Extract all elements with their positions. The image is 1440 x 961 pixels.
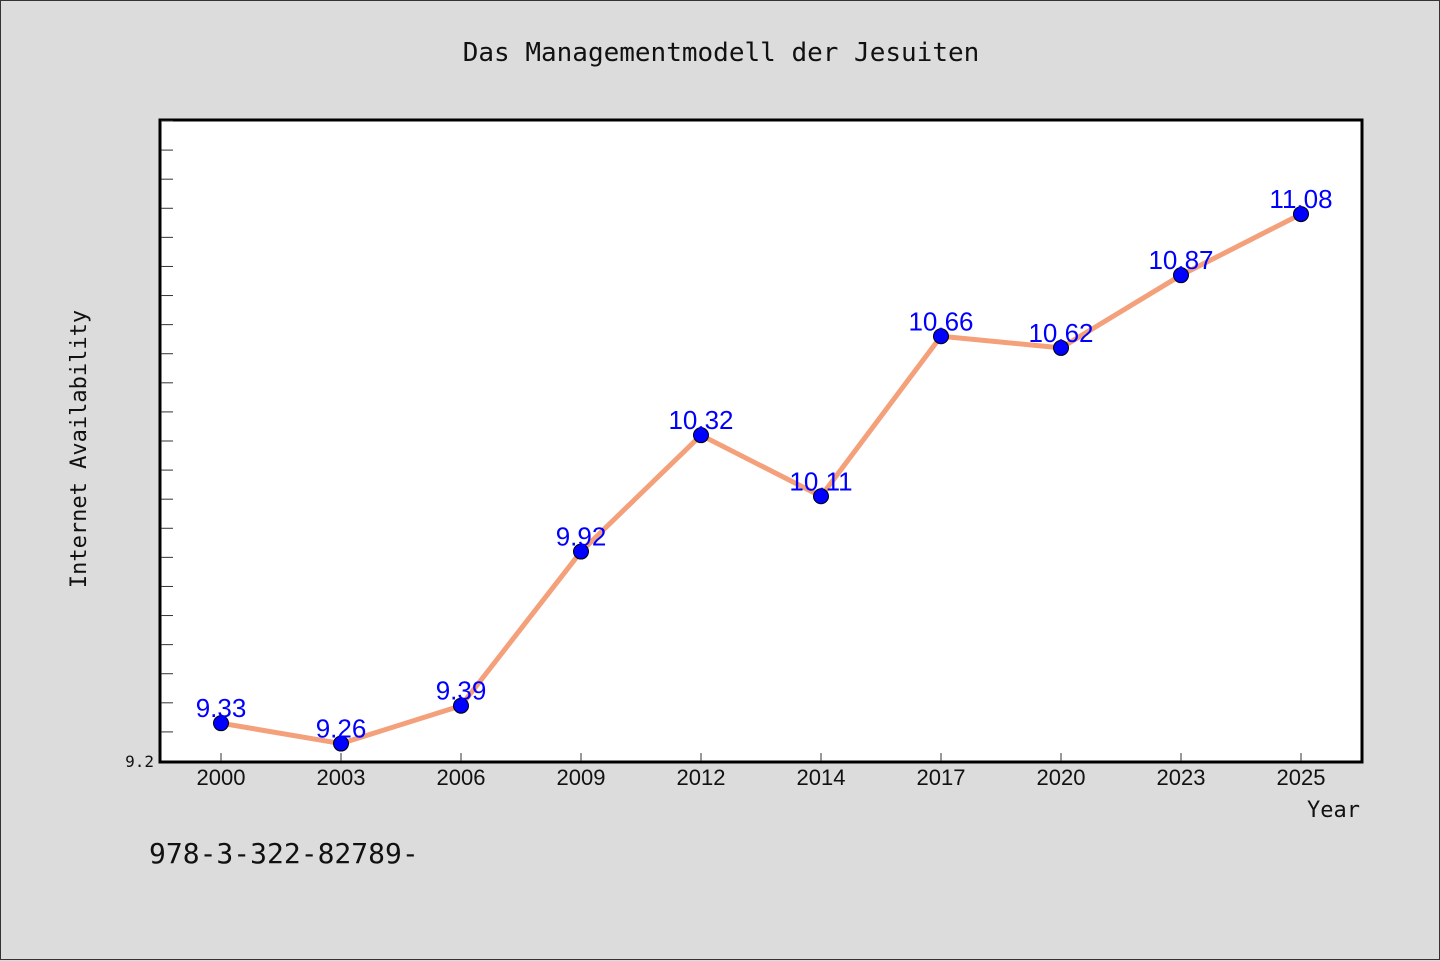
y-axis-label: Internet Availability [67, 310, 92, 588]
data-point [213, 715, 229, 732]
data-point [453, 697, 469, 714]
x-tick-labels: 2000 2003 2006 2009 2012 2014 2017 2020 2023 2025 [197, 765, 1326, 790]
data-label: 10.62 [1028, 318, 1093, 348]
x-tick-label: 2025 [1277, 765, 1326, 790]
x-axis-ticks [220, 753, 1302, 761]
data-points [213, 206, 1309, 752]
data-label: 10.32 [668, 405, 733, 435]
x-tick-label: 2012 [677, 765, 726, 790]
plot-area [158, 118, 1364, 764]
x-tick-label: 2009 [557, 765, 606, 790]
data-label: 11.08 [1269, 184, 1332, 214]
footnote-isbn: 978-3-322-82789- [149, 837, 419, 870]
x-tick-label: 2023 [1157, 765, 1206, 790]
data-label: 9.26 [316, 714, 367, 744]
data-point [1053, 339, 1069, 356]
x-axis-label: Year [1307, 798, 1360, 823]
data-label: 9.33 [196, 693, 247, 723]
data-label: 9.39 [436, 676, 487, 706]
x-tick-label: 2014 [797, 765, 846, 790]
chart-title: Das Managementmodell der Jesuiten [463, 38, 980, 68]
x-tick-label: 2006 [437, 765, 486, 790]
x-tick-label: 2003 [317, 765, 366, 790]
data-label: 9.92 [556, 522, 607, 552]
y-tick-label-min: 9.2 [125, 752, 154, 771]
data-labels: 9.33 9.26 9.39 9.92 10.32 10.11 10.66 10.62 10.8… [196, 184, 1333, 743]
data-label: 10.66 [908, 306, 973, 336]
series-line-group [218, 211, 1304, 747]
data-point [693, 427, 709, 444]
data-point [813, 488, 829, 505]
data-point [333, 735, 349, 752]
data-point [573, 543, 589, 560]
x-tick-label: 2000 [197, 765, 246, 790]
data-label: 10.87 [1148, 245, 1213, 275]
data-point [933, 328, 949, 345]
data-point [1173, 267, 1189, 284]
data-label: 10.11 [789, 466, 852, 496]
x-tick-label: 2017 [917, 765, 966, 790]
series-line [218, 211, 1304, 747]
y-axis-ticks [161, 120, 173, 733]
x-tick-label: 2020 [1037, 765, 1086, 790]
data-point [1293, 206, 1309, 223]
